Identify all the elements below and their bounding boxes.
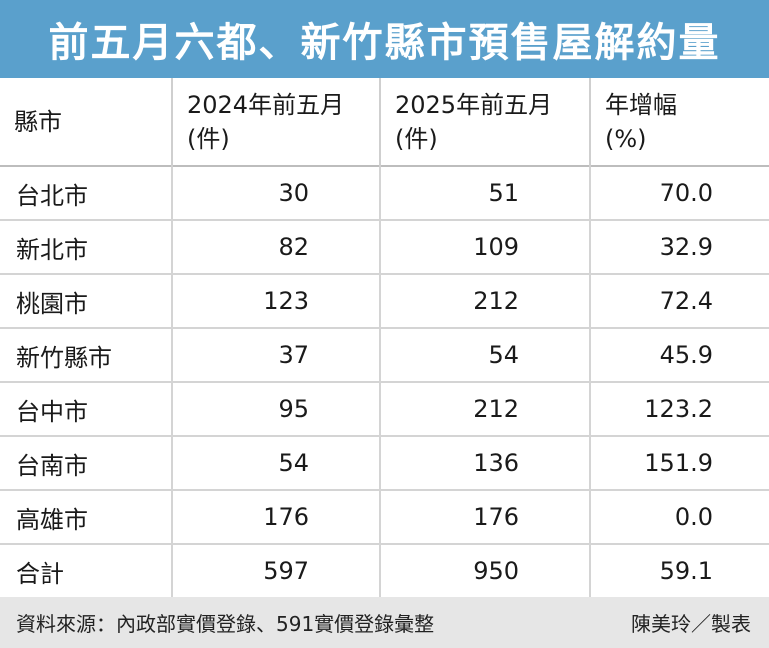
header-2024-label: 2024年前五月 [187, 90, 345, 119]
header-row: 縣市 2024年前五月 (件) 2025年前五月 (件) 年增幅 (%) [0, 78, 769, 166]
table-row: 高雄市 176 176 0.0 [0, 489, 769, 544]
cell-city: 台中市 [0, 381, 172, 436]
table-row-total: 合計 597 950 59.1 [0, 543, 769, 597]
table-row: 台北市 30 51 70.0 [0, 166, 769, 220]
cell-growth: 151.9 [589, 435, 769, 490]
source-note: 資料來源：內政部實價登錄、591實價登錄彙整 [16, 612, 435, 636]
cell-2025: 51 [379, 166, 590, 220]
cell-city: 合計 [0, 543, 172, 597]
table-title: 前五月六都、新竹縣市預售屋解約量 [48, 20, 721, 66]
cell-2025: 109 [379, 219, 590, 274]
cell-growth: 72.4 [589, 273, 769, 328]
header-growth: 年增幅 (%) [589, 78, 769, 166]
cell-2025: 54 [379, 327, 590, 382]
cell-2024: 123 [171, 273, 380, 328]
cell-2024: 30 [171, 166, 380, 220]
table-row: 新竹縣市 37 54 45.9 [0, 327, 769, 382]
cell-growth: 70.0 [589, 166, 769, 220]
cell-2025: 212 [379, 273, 590, 328]
header-2024-unit: (件) [187, 124, 230, 153]
table-row: 桃園市 123 212 72.4 [0, 273, 769, 328]
cell-2024: 54 [171, 435, 380, 490]
cell-city: 新竹縣市 [0, 327, 172, 382]
table-row: 台南市 54 136 151.9 [0, 435, 769, 490]
cell-2025: 950 [379, 543, 590, 597]
title-bar: 前五月六都、新竹縣市預售屋解約量 [0, 0, 769, 78]
header-city: 縣市 [0, 78, 172, 166]
table-row: 台中市 95 212 123.2 [0, 381, 769, 436]
header-city-label: 縣市 [14, 107, 62, 136]
cell-growth: 123.2 [589, 381, 769, 436]
cell-2025: 136 [379, 435, 590, 490]
cell-2024: 82 [171, 219, 380, 274]
cell-2025: 176 [379, 489, 590, 544]
header-2025-label: 2025年前五月 [395, 90, 553, 119]
cell-2024: 176 [171, 489, 380, 544]
cell-2024: 37 [171, 327, 380, 382]
data-table: 縣市 2024年前五月 (件) 2025年前五月 (件) 年增幅 (%) 台北市 [0, 78, 769, 597]
cell-city: 台南市 [0, 435, 172, 490]
header-2025-unit: (件) [395, 124, 438, 153]
footer-bar: 資料來源：內政部實價登錄、591實價登錄彙整 陳美玲／製表 [0, 597, 769, 648]
cell-growth: 45.9 [589, 327, 769, 382]
header-2025: 2025年前五月 (件) [379, 78, 590, 166]
header-growth-label: 年增幅 [605, 90, 677, 119]
cell-city: 高雄市 [0, 489, 172, 544]
cell-2024: 597 [171, 543, 380, 597]
cell-2025: 212 [379, 381, 590, 436]
cell-city: 台北市 [16, 181, 88, 210]
credit-note: 陳美玲／製表 [631, 612, 751, 636]
table-row: 新北市 82 109 32.9 [0, 219, 769, 274]
cell-growth: 32.9 [589, 219, 769, 274]
cell-2024: 95 [171, 381, 380, 436]
cell-city: 新北市 [0, 219, 172, 274]
cell-growth: 0.0 [589, 489, 769, 544]
header-growth-unit: (%) [605, 124, 647, 153]
header-2024: 2024年前五月 (件) [171, 78, 380, 166]
cell-city: 桃園市 [0, 273, 172, 328]
cell-growth: 59.1 [589, 543, 769, 597]
